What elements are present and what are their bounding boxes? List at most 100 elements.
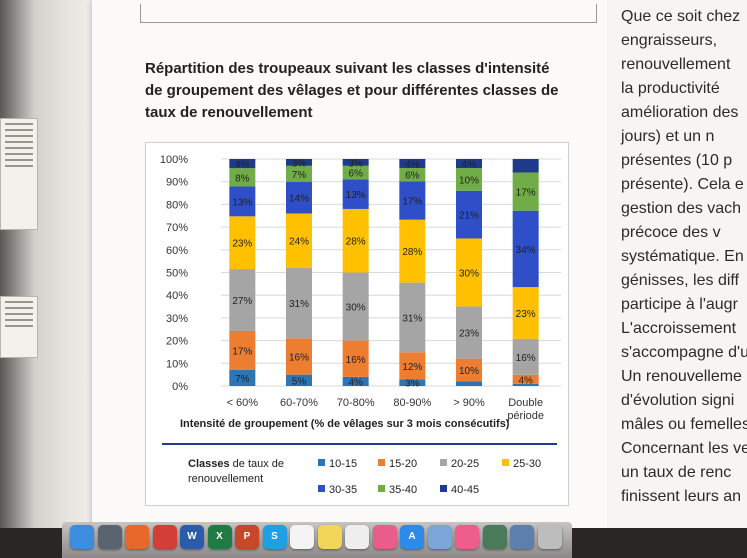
monitor-bezel-left [0, 0, 100, 528]
data-label: 6% [348, 169, 363, 180]
data-label: 23% [232, 239, 252, 250]
photos-icon[interactable] [372, 525, 397, 549]
data-label: 3% [405, 379, 420, 390]
legend-label: 10-15 [329, 458, 358, 470]
legend-item: 40-45 [440, 484, 479, 496]
bar-segment [286, 165, 312, 182]
document-thumbnail[interactable] [0, 118, 38, 230]
data-label: 21% [459, 211, 479, 222]
body-text-line: d'évolution signi [621, 392, 735, 409]
body-text-line: présentes (10 p [621, 152, 733, 169]
y-tick-label: 30% [166, 313, 188, 325]
calendar-icon[interactable] [290, 525, 314, 549]
body-text-line: Que ce soit chez [621, 8, 741, 25]
bar-segment [456, 168, 482, 191]
bar-segment [512, 374, 539, 384]
data-label: 31% [402, 313, 422, 324]
x-tick-label: < 60% [227, 397, 259, 409]
bar-segment [342, 208, 369, 273]
bar-segment [286, 181, 312, 214]
data-label: 24% [289, 237, 309, 248]
data-label: 23% [516, 309, 536, 320]
chrome-icon[interactable] [152, 525, 177, 549]
timemachine-icon[interactable] [482, 525, 507, 549]
powerpoint-icon[interactable]: P [235, 525, 259, 549]
x-tick-label: > 90% [453, 397, 485, 409]
data-label: 10% [459, 366, 479, 377]
bar-segment [229, 216, 256, 270]
textedit-icon[interactable] [345, 525, 369, 549]
data-label: 4% [405, 159, 420, 170]
body-text-line: finissent leurs an [621, 488, 742, 505]
word-icon[interactable]: W [180, 525, 204, 549]
data-label: 7% [292, 170, 307, 181]
legend-item: 30-35 [318, 484, 357, 496]
x-tick-label: 80-90% [393, 397, 431, 409]
table-border [140, 4, 597, 23]
bar-segment [456, 190, 482, 239]
body-text-line: systématique. En [621, 248, 744, 265]
body-text-line: mâles ou femelles [621, 416, 747, 433]
finder-icon[interactable] [70, 525, 94, 549]
data-label: 34% [516, 245, 536, 256]
body-text-line: participe à l'augr [621, 296, 738, 313]
data-label: 31% [289, 299, 309, 310]
bar-segment [229, 168, 256, 187]
data-label: 27% [232, 296, 252, 307]
preview-icon[interactable] [427, 525, 452, 549]
legend-item: 25-30 [502, 458, 541, 470]
bar-segment [512, 338, 539, 375]
data-label: 16% [289, 352, 309, 363]
y-tick-label: 10% [166, 358, 188, 370]
bar-segment [286, 267, 312, 339]
body-text-line: gestion des vach [621, 200, 742, 217]
bar-segment [342, 376, 369, 386]
body-text-line: Un renouvelleme [621, 368, 742, 385]
bar-segment [229, 269, 256, 331]
body-text-line: jours) et un n [621, 128, 715, 145]
bar-segment [512, 383, 539, 386]
y-tick-label: 80% [166, 199, 188, 211]
body-text-line: génisses, les diff [621, 272, 739, 289]
data-label: 14% [289, 194, 309, 205]
launchpad-icon[interactable] [97, 525, 122, 549]
data-label: 5% [292, 376, 307, 387]
skype-icon[interactable]: S [262, 525, 287, 549]
document-thumbnail[interactable] [0, 296, 38, 358]
legend-label: 25-30 [513, 458, 542, 470]
screensharing-icon[interactable] [510, 525, 534, 549]
itunes-icon[interactable] [455, 525, 479, 549]
excel-icon[interactable]: X [207, 525, 232, 549]
legend-item: 15-20 [378, 458, 417, 470]
notes-icon[interactable] [317, 525, 342, 549]
bar-segment [512, 159, 539, 173]
chart-frame: 0% 10% 20% 30% 40% 50% 60% 70% 80% 90% 100% 7% 17% 27… [145, 142, 569, 506]
body-text-line: amélioration des [621, 104, 739, 121]
data-label: 13% [346, 190, 366, 201]
legend-swatch [502, 459, 509, 466]
bar-segment [399, 352, 426, 380]
data-label: 23% [459, 329, 479, 340]
legend-label: 40-45 [451, 484, 480, 496]
appstore-icon[interactable]: A [400, 525, 424, 549]
x-tick-label: 60-70% [280, 397, 318, 409]
data-label: 4% [518, 375, 533, 386]
bar-segment [456, 358, 482, 382]
data-label: 10% [459, 175, 479, 186]
body-text-line: engraisseurs, [621, 32, 718, 49]
body-text-line: renouvellement [621, 56, 731, 73]
legend-item: 10-15 [318, 458, 357, 470]
bar-segment [456, 306, 482, 359]
x-tick-label: Double [508, 397, 543, 409]
bar-segment [229, 186, 256, 217]
y-tick-label: 100% [160, 154, 188, 166]
firefox-icon[interactable] [125, 525, 149, 549]
legend-title: Classes de taux de renouvellement [188, 457, 308, 487]
legend-swatch [440, 459, 447, 466]
chart-title-line: Répartition des troupeaux suivant les cl… [145, 60, 550, 77]
bar-segment [512, 210, 539, 288]
chart-title: Répartition des troupeaux suivant les cl… [145, 58, 605, 124]
legend-divider [162, 443, 557, 445]
legend-title-rest: de taux de renouvellement [188, 458, 285, 485]
trash-icon[interactable] [537, 525, 562, 549]
